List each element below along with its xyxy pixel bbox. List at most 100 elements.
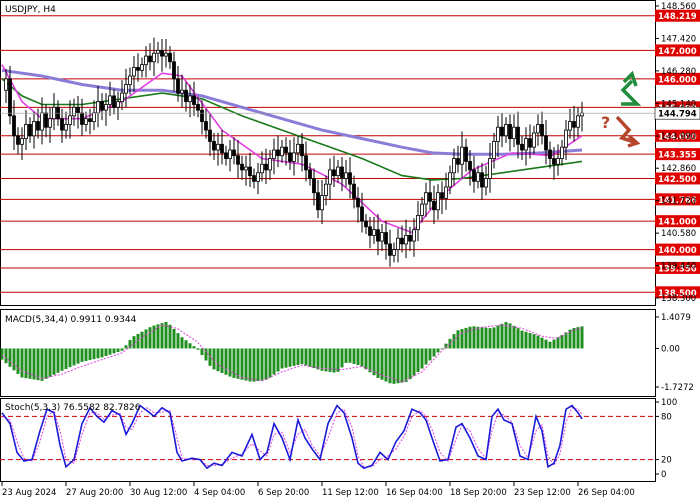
macd-bar [516, 328, 520, 349]
macd-bar [576, 327, 580, 349]
macd-bar [156, 324, 160, 349]
current-price-layer: 144.794 [0, 106, 700, 120]
time-tick-label: 11 Sep 12:00 [322, 488, 379, 498]
macd-bar [220, 348, 224, 373]
price-tick-label: 147.420 [661, 34, 696, 44]
macd-bar [188, 343, 192, 349]
candle-body [20, 138, 24, 145]
current-price-label: 144.794 [658, 110, 697, 120]
candle-body [272, 149, 276, 159]
macd-bar [388, 348, 392, 384]
macd-bar [72, 348, 76, 366]
macd-bar [108, 348, 112, 355]
candle-body [468, 160, 472, 171]
forecast-layer: ? [601, 70, 642, 148]
level-label: 147.000 [658, 47, 697, 57]
macd-bar [504, 322, 508, 349]
macd-bar [196, 348, 200, 350]
candle-body [400, 237, 404, 245]
macd-bar [392, 348, 396, 384]
candle-body [4, 78, 8, 91]
candle-body [228, 149, 232, 159]
candle-body [452, 158, 456, 174]
macd-bar [308, 348, 312, 367]
macd-bar [244, 348, 248, 381]
candle-body [156, 49, 160, 54]
macd-bar [564, 332, 568, 349]
macd-title: MACD(5,34,4) 0.9911 0.9344 [5, 315, 137, 325]
candle-body [404, 234, 408, 245]
candle-body [32, 121, 36, 137]
candle-body [576, 115, 580, 128]
candle-body [560, 146, 564, 159]
candle-body [240, 163, 244, 171]
macd-bar [348, 348, 352, 363]
candle-body [428, 192, 432, 202]
candle-body [492, 141, 496, 159]
macd-bar [128, 339, 132, 349]
price-tick-label: 139.440 [661, 262, 696, 272]
candle-body [224, 152, 228, 159]
candle-body [300, 143, 304, 157]
candle-body [84, 118, 88, 125]
candle-body [420, 203, 424, 216]
macd-bar [52, 348, 56, 375]
candle-body [312, 178, 316, 194]
candle-body [140, 64, 144, 71]
candle-body [564, 129, 568, 148]
macd-bar [352, 348, 356, 364]
macd-bar [120, 348, 124, 351]
candle-body [160, 49, 164, 57]
macd-bar [404, 348, 408, 383]
candle-body [572, 121, 576, 128]
level-tag [655, 72, 700, 85]
macd-bar [492, 327, 496, 349]
level-label: 139.356 [658, 264, 697, 274]
stoch-d-line [1, 407, 583, 468]
macd-bar [28, 348, 32, 379]
macd-bar [136, 333, 140, 349]
stoch-tick-label: 20 [661, 456, 672, 466]
candle-body [92, 112, 96, 122]
macd-bar [560, 335, 564, 349]
macd-bar [548, 341, 552, 349]
time-tick-label: 4 Sep 04:00 [194, 488, 245, 498]
candle-body [204, 121, 208, 131]
macd-bar [292, 348, 296, 366]
macd-bar [260, 348, 264, 381]
candle-body [12, 115, 16, 137]
price-tick-label: 143.990 [661, 132, 696, 142]
candle-body [336, 166, 340, 177]
candle-body [244, 166, 248, 171]
candle-body [28, 123, 32, 137]
macd-bar [264, 348, 268, 380]
macd-bar [552, 339, 556, 349]
macd-bar [420, 348, 424, 369]
macd-bar [572, 327, 576, 349]
candle-body [260, 163, 264, 174]
macd-bar [336, 348, 340, 372]
rise-arrow-head-icon [622, 70, 638, 87]
candle-body [152, 52, 156, 63]
candle-body [484, 178, 488, 188]
candle-body [412, 229, 416, 242]
macd-bar [40, 348, 44, 381]
candle-body [176, 78, 180, 94]
level-label: 138.500 [658, 289, 697, 299]
macd-bar [104, 348, 108, 357]
macd-bar [400, 348, 404, 383]
macd-bar [484, 327, 488, 349]
time-tick-label: 16 Sep 04:00 [386, 488, 443, 498]
candle-body [128, 75, 132, 85]
macd-bar [372, 348, 376, 376]
macd-bar [324, 348, 328, 372]
fall-arrow-icon [615, 115, 638, 145]
price-tick-label: 148.560 [661, 2, 696, 12]
macd-bar [76, 348, 80, 364]
macd-bar [500, 323, 504, 349]
macd-bar [328, 348, 332, 372]
macd-bar [36, 348, 40, 381]
candle-body [60, 118, 64, 131]
macd-bar [132, 336, 136, 349]
stoch-title: Stoch(5,3,3) 76.5582 82.7826 [5, 403, 141, 413]
